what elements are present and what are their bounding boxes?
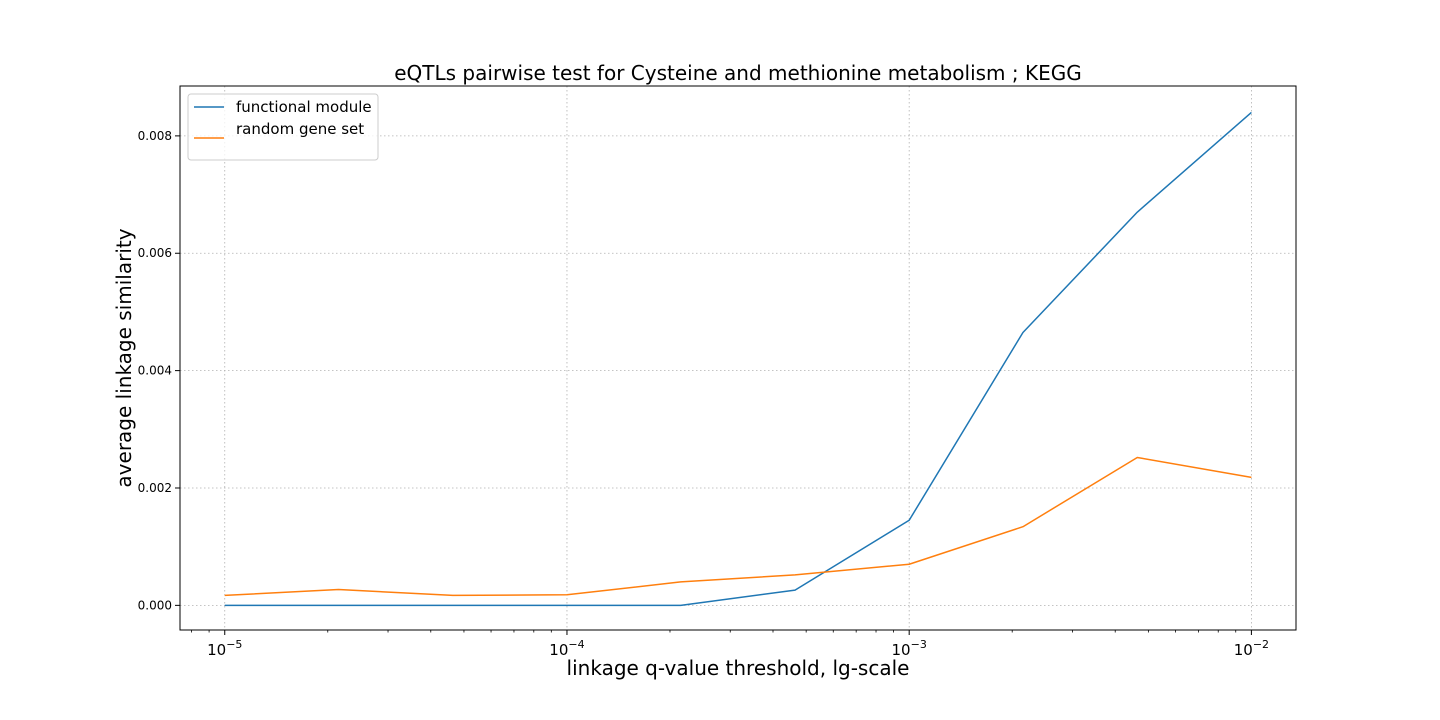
x-tick-label: 10−3 bbox=[892, 638, 927, 659]
series-line-0 bbox=[224, 111, 1252, 607]
legend-label-1: random gene set bbox=[236, 120, 364, 138]
legend-box bbox=[187, 93, 379, 161]
legend-label-0: functional module bbox=[236, 98, 372, 116]
legend: functional module random gene set bbox=[187, 93, 379, 161]
x-axis-label: linkage q-value threshold, lg-scale bbox=[567, 656, 910, 680]
x-tick-label: 10−5 bbox=[207, 638, 242, 659]
y-tick-label: 0.002 bbox=[138, 481, 172, 495]
x-tick-label: 10−4 bbox=[549, 638, 584, 659]
x-tick-label: 10−2 bbox=[1234, 638, 1269, 659]
y-tick-label: 0.006 bbox=[138, 246, 172, 260]
y-tick-label: 0.008 bbox=[138, 129, 172, 143]
series-layer bbox=[224, 111, 1252, 607]
y-tick-label: 0.000 bbox=[138, 598, 172, 612]
y-axis-label: average linkage similarity bbox=[112, 228, 136, 487]
y-tick-label: 0.004 bbox=[138, 364, 172, 378]
series-line-1 bbox=[224, 456, 1252, 597]
plot-area bbox=[179, 85, 1297, 631]
grid bbox=[180, 86, 1296, 630]
chart-title: eQTLs pairwise test for Cysteine and met… bbox=[394, 61, 1081, 85]
y-axis-ticks: 0.000 0.002 0.004 0.006 0.008 bbox=[138, 129, 180, 612]
x-axis-ticks: 10−5 10−4 10−3 10−2 bbox=[207, 630, 1269, 659]
